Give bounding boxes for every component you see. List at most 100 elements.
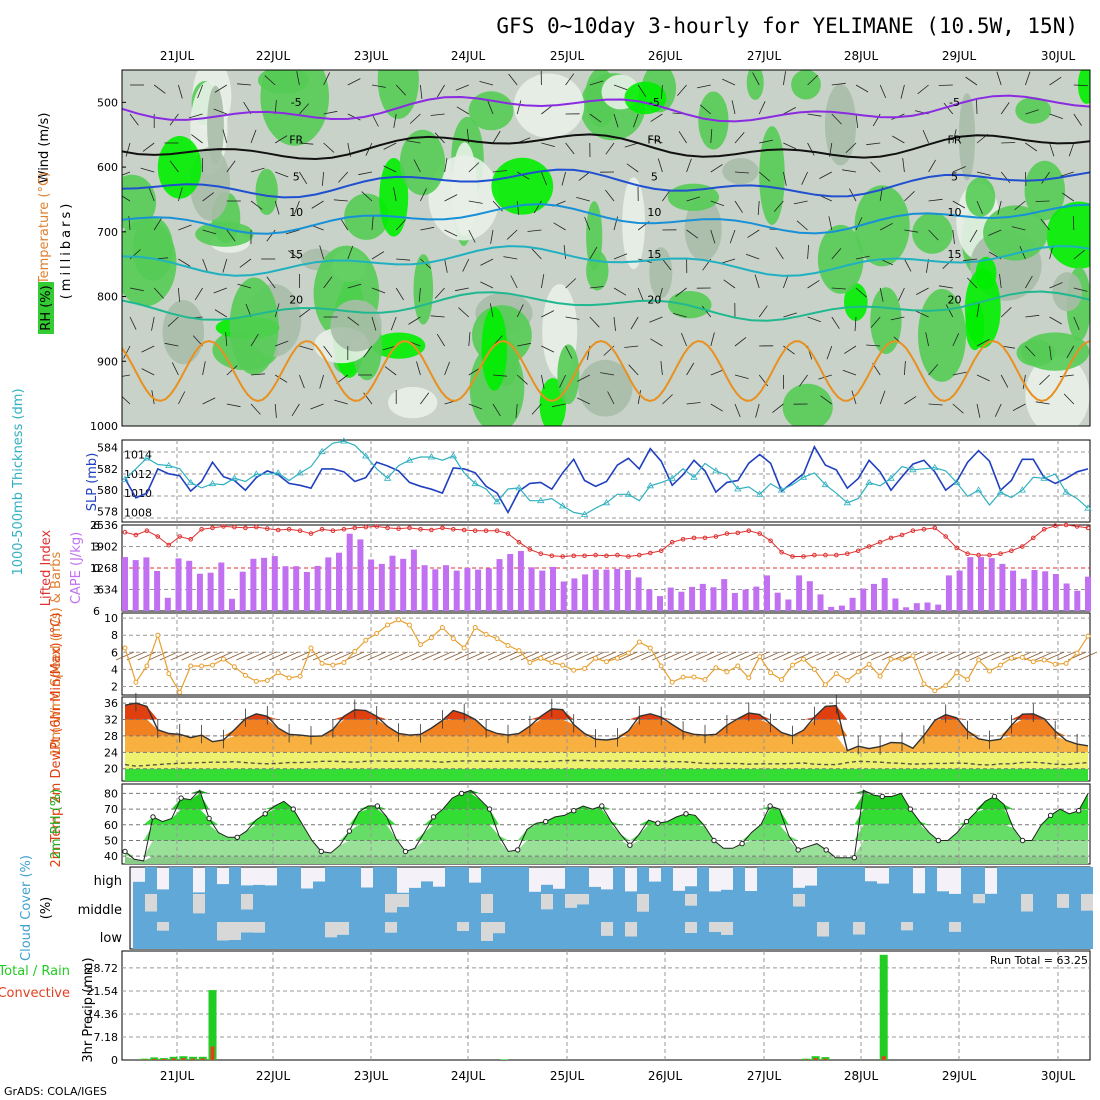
wind-barb <box>1073 287 1088 292</box>
wind-barb <box>299 171 308 185</box>
cloud-cell <box>829 922 841 949</box>
surface-barb <box>728 651 747 661</box>
wind-barb <box>870 161 881 173</box>
cape-bar <box>464 567 471 611</box>
thickness-marker <box>537 496 545 504</box>
cape-bar <box>271 556 278 611</box>
wind-barb <box>605 189 615 202</box>
cloud-gap <box>193 894 205 914</box>
cape-bar <box>496 559 503 611</box>
surface-barb <box>214 651 233 661</box>
cloud-cell <box>565 922 577 949</box>
cloud-cell <box>745 891 757 894</box>
wind-speed-marker <box>811 666 817 672</box>
cloud-gap <box>385 922 397 933</box>
wind-barb <box>178 84 183 99</box>
wind-barb <box>710 332 715 347</box>
wind-barb <box>605 142 615 155</box>
rh-marker <box>178 795 184 801</box>
wind-speed-marker <box>275 670 281 676</box>
wind-speed-marker <box>1052 661 1058 667</box>
cape-bar <box>796 575 803 611</box>
precip-total-bar <box>821 1057 830 1060</box>
wind-barb <box>613 316 616 331</box>
cloud-cell <box>457 867 469 894</box>
wind-speed-marker <box>341 660 347 665</box>
wind-barb <box>531 403 542 415</box>
precip-total-bar <box>189 1056 198 1060</box>
cloud-cell <box>205 894 217 922</box>
wind-barb <box>358 171 373 176</box>
wind-barb <box>710 200 725 207</box>
cape-bar <box>485 568 492 611</box>
surface-barb <box>290 651 310 661</box>
li-marker <box>648 550 653 556</box>
wind-barb <box>299 142 314 145</box>
wind-barb <box>607 391 615 405</box>
wind-barb <box>976 303 980 318</box>
wind-barb <box>831 113 842 125</box>
cloud-cell <box>241 909 253 922</box>
wind-barb <box>167 316 179 327</box>
wind-barb <box>194 287 203 301</box>
cloud-cell <box>937 922 949 949</box>
rh-marker <box>655 820 661 826</box>
wind-barb <box>202 192 215 202</box>
rh-patch <box>912 212 953 254</box>
cloud-cell <box>721 889 733 894</box>
wind-barb <box>952 229 955 244</box>
cloud-cell <box>817 936 829 949</box>
wind-barb <box>783 274 789 289</box>
wind-barb <box>637 390 641 405</box>
surface-barb <box>509 651 529 661</box>
wind-barb <box>395 84 406 96</box>
cloud-cell <box>169 894 181 922</box>
wind-speed-marker <box>724 669 730 675</box>
wind-barb <box>1011 226 1026 231</box>
isotherm-label: 5 <box>651 170 658 183</box>
wind-barb <box>148 187 155 202</box>
cloud-cell <box>301 922 313 949</box>
wind-speed-marker <box>779 677 785 683</box>
wind-barb <box>213 287 227 294</box>
isotherm-layer: -5 -5 -5 FR FR FR 5 5 5 10 10 10 15 15 15 20 20 20 <box>122 94 1090 403</box>
surface-barb <box>400 651 419 661</box>
wind-barb <box>900 84 905 99</box>
li-marker <box>560 554 566 559</box>
wind-barb <box>129 316 137 330</box>
wind-barb <box>938 84 953 86</box>
cloud-cell <box>289 922 301 949</box>
wind-barb <box>250 167 265 173</box>
cloud-cell <box>517 922 529 949</box>
date-label-bottom: 26JUL <box>648 1069 683 1083</box>
wind-barb <box>1025 71 1031 86</box>
surface-barb <box>641 651 660 661</box>
cloud-cell <box>973 903 985 922</box>
temp-grid: 20 24 28 32 36 <box>104 697 1090 781</box>
rh-marker <box>122 848 128 855</box>
cloud-cell <box>685 932 697 949</box>
surface-barb <box>378 651 397 661</box>
date-label-bottom: 30JUL <box>1041 1069 1076 1083</box>
cloud-cell <box>925 894 937 922</box>
wind-barb <box>831 287 846 290</box>
wind-barb <box>649 137 663 144</box>
temperature-series <box>124 692 1089 767</box>
thickness-marker <box>996 488 1005 495</box>
cloud-cell <box>481 940 493 949</box>
isotherm-label: 10 <box>647 206 661 219</box>
thickness-marker <box>624 490 633 497</box>
thickness-marker <box>799 473 808 480</box>
cloud-panel: high middle low (%) Cloud Cover (%) <box>19 855 1093 961</box>
thickness-marker <box>931 463 939 471</box>
wind-barb <box>996 71 1002 86</box>
cloud-cell <box>529 891 541 894</box>
surface-barb <box>706 651 726 661</box>
wind-barb <box>997 200 1002 215</box>
wind-tick-label: 8 <box>111 629 118 642</box>
cloud-cell <box>757 867 769 894</box>
surface-barb <box>936 651 955 661</box>
cloud-cell <box>217 940 229 949</box>
wind-speed-marker <box>297 673 303 679</box>
precip-conv-bar <box>171 1058 176 1060</box>
